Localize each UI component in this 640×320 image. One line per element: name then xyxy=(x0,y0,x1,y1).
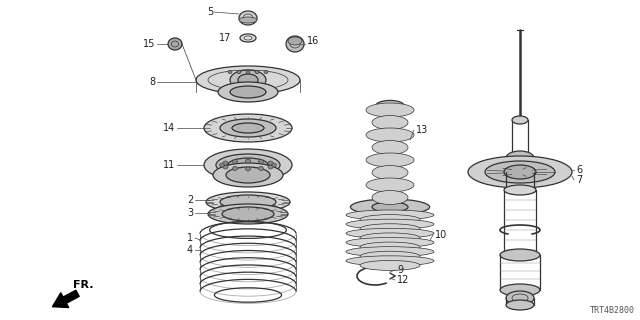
Ellipse shape xyxy=(485,161,555,183)
Text: 9: 9 xyxy=(397,265,403,275)
Ellipse shape xyxy=(246,167,250,171)
Text: 13: 13 xyxy=(416,125,428,135)
Ellipse shape xyxy=(372,140,408,155)
Ellipse shape xyxy=(220,119,276,137)
Text: TRT4B2800: TRT4B2800 xyxy=(590,306,635,315)
Ellipse shape xyxy=(366,153,414,167)
Text: 2: 2 xyxy=(187,195,193,205)
Ellipse shape xyxy=(204,149,292,181)
Ellipse shape xyxy=(226,167,270,183)
Ellipse shape xyxy=(232,166,237,171)
Ellipse shape xyxy=(220,163,225,167)
Ellipse shape xyxy=(346,210,434,220)
Text: 16: 16 xyxy=(307,36,319,46)
Ellipse shape xyxy=(246,159,250,163)
Ellipse shape xyxy=(246,70,250,74)
Text: 17: 17 xyxy=(219,33,231,43)
Text: 15: 15 xyxy=(143,39,155,49)
Ellipse shape xyxy=(506,300,534,310)
Ellipse shape xyxy=(504,165,536,179)
Ellipse shape xyxy=(237,70,241,74)
Ellipse shape xyxy=(468,156,572,188)
Ellipse shape xyxy=(223,161,228,165)
Ellipse shape xyxy=(372,116,408,130)
Ellipse shape xyxy=(351,199,429,215)
Ellipse shape xyxy=(239,11,257,25)
Ellipse shape xyxy=(372,190,408,204)
Ellipse shape xyxy=(232,160,237,164)
Ellipse shape xyxy=(218,82,278,102)
Ellipse shape xyxy=(168,38,182,50)
Ellipse shape xyxy=(228,158,268,172)
Ellipse shape xyxy=(216,154,280,176)
Ellipse shape xyxy=(346,237,434,247)
Ellipse shape xyxy=(500,284,540,296)
Ellipse shape xyxy=(240,34,256,42)
Ellipse shape xyxy=(206,192,290,212)
Ellipse shape xyxy=(255,70,259,74)
Text: 7: 7 xyxy=(576,175,582,185)
Text: 10: 10 xyxy=(435,230,447,240)
Text: 14: 14 xyxy=(163,123,175,133)
Ellipse shape xyxy=(259,166,264,171)
Ellipse shape xyxy=(366,103,414,117)
Ellipse shape xyxy=(268,161,273,165)
Ellipse shape xyxy=(372,165,408,180)
Ellipse shape xyxy=(232,123,264,133)
Ellipse shape xyxy=(512,116,528,124)
FancyArrowPatch shape xyxy=(52,290,79,308)
Ellipse shape xyxy=(360,215,420,225)
Ellipse shape xyxy=(208,204,288,224)
Ellipse shape xyxy=(366,178,414,192)
Ellipse shape xyxy=(213,163,283,187)
Ellipse shape xyxy=(204,114,292,142)
Ellipse shape xyxy=(230,70,266,90)
Ellipse shape xyxy=(360,224,420,234)
Ellipse shape xyxy=(223,165,228,169)
Ellipse shape xyxy=(220,195,276,209)
Text: FR.: FR. xyxy=(73,280,93,290)
Ellipse shape xyxy=(346,256,434,266)
Ellipse shape xyxy=(286,36,304,52)
Text: 4: 4 xyxy=(187,245,193,255)
Ellipse shape xyxy=(504,185,536,195)
Ellipse shape xyxy=(360,233,420,243)
Ellipse shape xyxy=(366,128,414,142)
Text: 8: 8 xyxy=(149,77,155,87)
Ellipse shape xyxy=(346,219,434,229)
Ellipse shape xyxy=(238,74,258,86)
Ellipse shape xyxy=(376,100,404,112)
Text: 1: 1 xyxy=(187,233,193,243)
Ellipse shape xyxy=(360,242,420,252)
Ellipse shape xyxy=(360,251,420,261)
Ellipse shape xyxy=(346,247,434,257)
Ellipse shape xyxy=(264,70,268,74)
Ellipse shape xyxy=(228,70,232,74)
Ellipse shape xyxy=(239,17,257,23)
Ellipse shape xyxy=(372,202,408,212)
Ellipse shape xyxy=(196,66,300,94)
Ellipse shape xyxy=(259,160,264,164)
Ellipse shape xyxy=(360,260,420,270)
Text: 6: 6 xyxy=(576,165,582,175)
Ellipse shape xyxy=(222,207,274,221)
Text: 12: 12 xyxy=(397,275,410,285)
Text: 5: 5 xyxy=(207,7,213,17)
Ellipse shape xyxy=(268,165,273,169)
Text: 3: 3 xyxy=(187,208,193,218)
Ellipse shape xyxy=(288,37,302,45)
Ellipse shape xyxy=(346,228,434,238)
Ellipse shape xyxy=(500,249,540,261)
Ellipse shape xyxy=(230,86,266,98)
Ellipse shape xyxy=(506,291,534,305)
Ellipse shape xyxy=(271,163,276,167)
Text: 11: 11 xyxy=(163,160,175,170)
Ellipse shape xyxy=(506,151,534,165)
